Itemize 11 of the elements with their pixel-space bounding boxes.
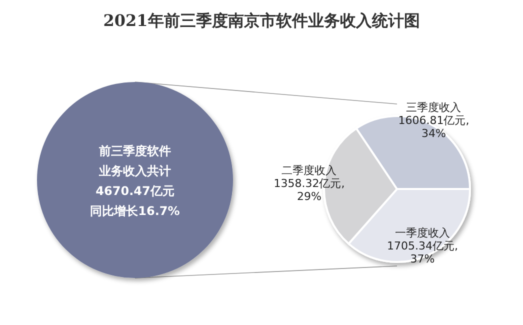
- slice-label: 一季度收入: [394, 226, 450, 240]
- slice-label: 二季度收入: [282, 164, 337, 178]
- text: 同比增长16.7%: [90, 204, 180, 218]
- text: 前三季度软件: [98, 144, 171, 158]
- text: 业务收入共计: [98, 164, 171, 178]
- text: 4670.47亿元: [96, 184, 174, 198]
- data-label: 1705.34亿元, 37%: [387, 240, 458, 266]
- chart-title: 2021年前三季度南京市软件业务收入统计图: [103, 11, 420, 30]
- data-label: 1358.32亿元, 29%: [274, 177, 345, 204]
- data-label: 1606.81亿元, 34%: [398, 114, 470, 140]
- slice-label: 三季度收入: [406, 101, 462, 114]
